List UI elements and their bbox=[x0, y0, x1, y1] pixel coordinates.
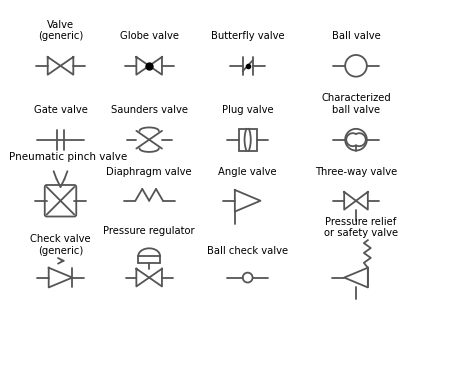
Text: Plug valve: Plug valve bbox=[222, 105, 274, 115]
Text: Butterfly valve: Butterfly valve bbox=[211, 31, 284, 41]
Text: Ball check valve: Ball check valve bbox=[207, 246, 288, 256]
Text: Angle valve: Angle valve bbox=[218, 167, 277, 177]
Text: Three-way valve: Three-way valve bbox=[315, 167, 397, 177]
Text: Characterized
ball valve: Characterized ball valve bbox=[321, 93, 391, 115]
Text: Ball valve: Ball valve bbox=[332, 31, 380, 41]
Text: Valve
(generic): Valve (generic) bbox=[38, 20, 83, 41]
Text: Globe valve: Globe valve bbox=[120, 31, 179, 41]
Text: Gate valve: Gate valve bbox=[34, 105, 87, 115]
Bar bbox=[239, 129, 256, 151]
Text: Saunders valve: Saunders valve bbox=[111, 105, 188, 115]
Text: Check valve
(generic): Check valve (generic) bbox=[30, 234, 91, 256]
Text: Diaphragm valve: Diaphragm valve bbox=[106, 167, 192, 177]
Text: Pneumatic pinch valve: Pneumatic pinch valve bbox=[9, 152, 127, 162]
Text: Pressure regulator: Pressure regulator bbox=[104, 226, 195, 236]
Text: Pressure relief
or safety valve: Pressure relief or safety valve bbox=[324, 217, 398, 238]
